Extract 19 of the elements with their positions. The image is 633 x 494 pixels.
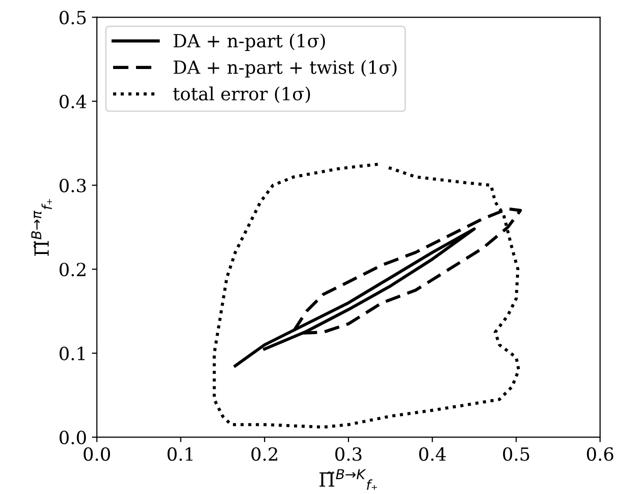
y-tick-label: 0.2 — [60, 262, 86, 276]
y-tick-label: 0.5 — [60, 10, 86, 24]
x-tick-label: 0.4 — [419, 447, 446, 461]
y-tick-label: 0.1 — [60, 346, 85, 360]
y-tick-label: 0.3 — [60, 178, 86, 192]
legend-label: DA + n-part (1σ) — [174, 34, 325, 52]
y-axis-title: Π̃$^{B→π}$$_{f₊}$ — [31, 199, 52, 256]
x-tick-label: 0.2 — [251, 447, 278, 461]
x-tick-label: 0.3 — [335, 447, 362, 461]
x-tick-label: 0.0 — [84, 447, 110, 461]
x-tick-label: 0.5 — [503, 447, 530, 461]
line-series — [212, 162, 520, 429]
x-axis-title: Π̃$^{B→K}$$_{f₊}$ — [319, 469, 378, 490]
y-tick-label: 0.0 — [60, 430, 86, 444]
y-tick-label: 0.4 — [60, 94, 86, 108]
legend-label: total error (1σ) — [173, 86, 310, 104]
legend-label: DA + n-part + twist (1σ) — [174, 60, 397, 78]
x-tick-label: 0.6 — [586, 447, 614, 461]
x-tick-label: 0.1 — [168, 447, 193, 461]
